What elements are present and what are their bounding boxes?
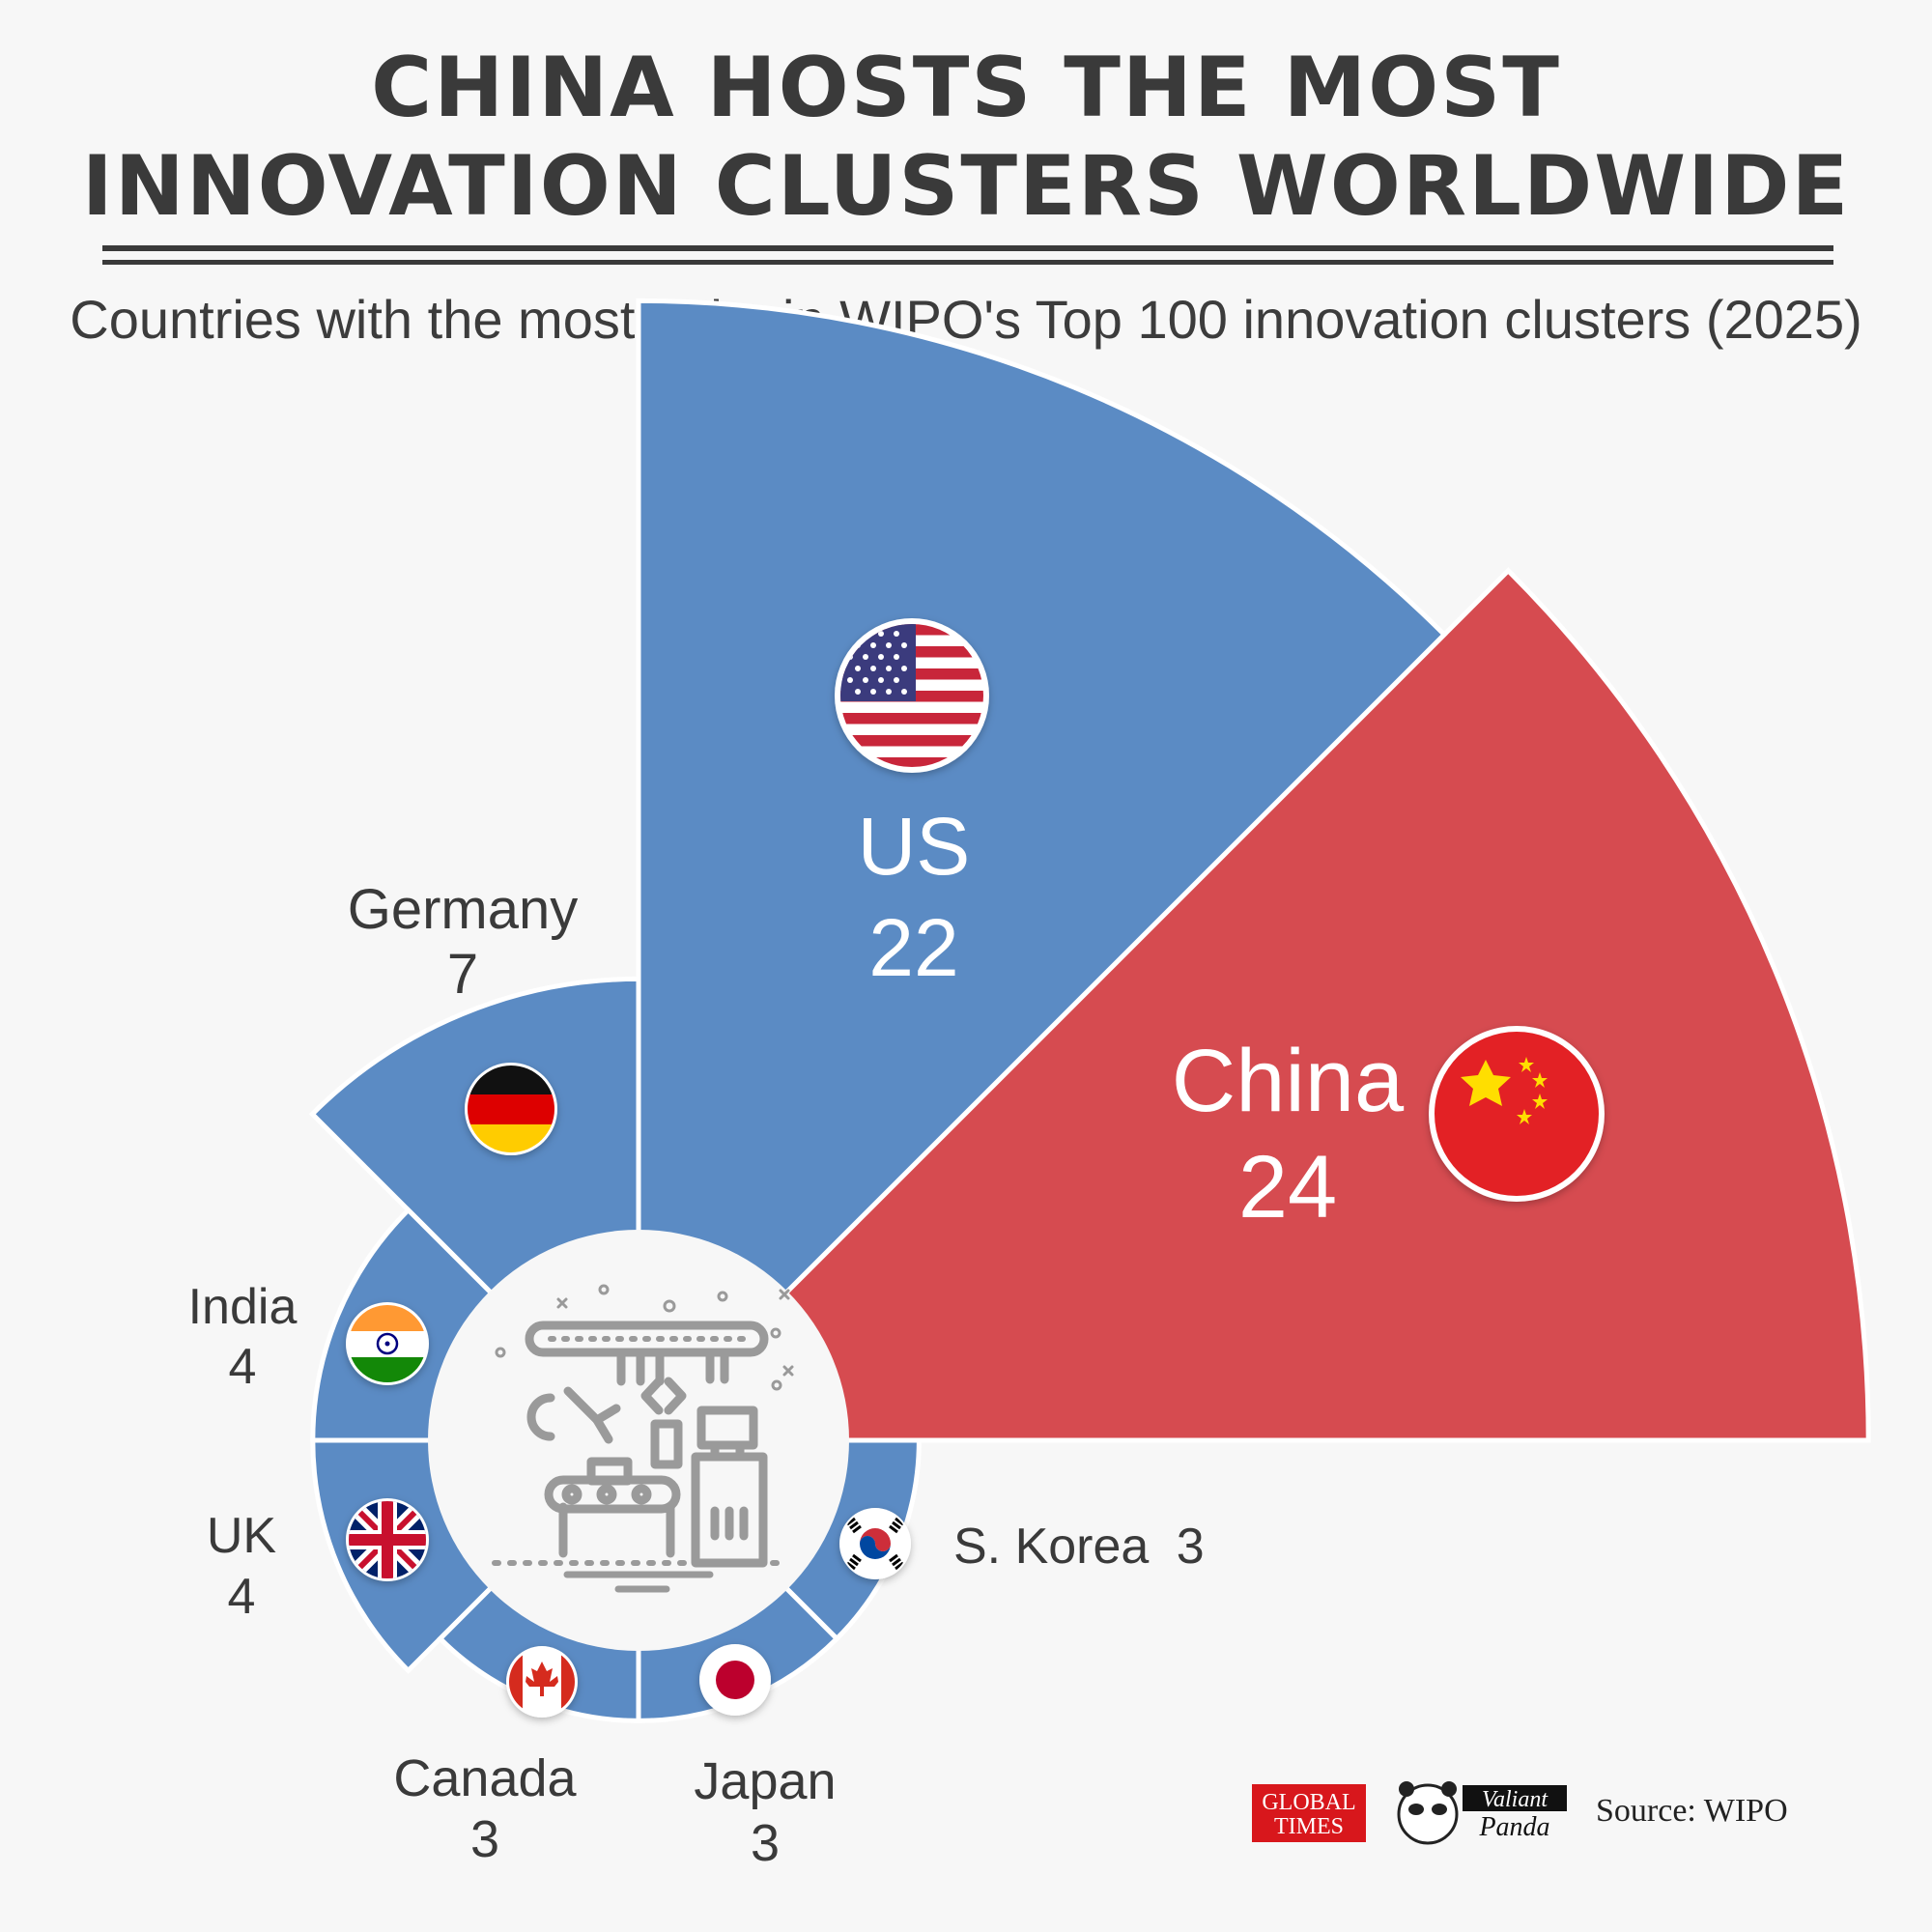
canada-flag-icon xyxy=(506,1646,578,1718)
title-line-2: INNOVATION CLUSTERS WORLDWIDE xyxy=(81,138,1851,235)
south-korea-label: S. Korea 3 xyxy=(953,1519,1205,1575)
south-korea-name-label: S. Korea xyxy=(953,1519,1149,1575)
valiant-panda-logo-line1: Valiant xyxy=(1482,1787,1548,1812)
canada-name-label: Canada xyxy=(393,1749,577,1807)
canada-value-label: 3 xyxy=(470,1810,499,1868)
japan-value-label: 3 xyxy=(751,1814,780,1872)
japan-flag-icon xyxy=(699,1644,771,1716)
germany-name-label: Germany xyxy=(348,878,579,941)
south-korea-value-label: 3 xyxy=(1177,1519,1205,1575)
chart-subtitle: Countries with the most hubs in WIPO's T… xyxy=(70,289,1862,350)
india-value-label: 4 xyxy=(229,1339,257,1395)
title-rule-top xyxy=(102,245,1833,251)
chart-title: CHINA HOSTS THE MOST INNOVATION CLUSTERS… xyxy=(0,39,1932,236)
global-times-logo-line1: GLOBAL xyxy=(1262,1790,1355,1815)
uk-flag-icon xyxy=(346,1498,429,1581)
title-line-1: CHINA HOSTS THE MOST xyxy=(371,40,1561,136)
india-name-label: India xyxy=(188,1279,298,1335)
title-rule-bottom xyxy=(102,260,1833,265)
global-times-logo-line2: TIMES xyxy=(1274,1814,1344,1839)
germany-value-label: 7 xyxy=(447,943,478,1006)
china-name-label: China xyxy=(1172,1032,1405,1130)
south-korea-flag-icon xyxy=(839,1508,911,1579)
us-value-label: 22 xyxy=(868,902,958,993)
uk-name-label: UK xyxy=(207,1508,277,1564)
japan-name-label: Japan xyxy=(694,1752,836,1810)
uk-value-label: 4 xyxy=(228,1569,256,1625)
valiant-panda-logo-line2: Panda xyxy=(1478,1812,1549,1842)
source-note: Source: WIPO xyxy=(1596,1793,1788,1829)
global-times-logo: GLOBAL TIMES xyxy=(1252,1784,1366,1842)
china-flag-icon xyxy=(1429,1026,1605,1202)
valiant-panda-logo: Valiant Panda xyxy=(1397,1781,1567,1845)
china-value-label: 24 xyxy=(1238,1138,1337,1236)
factory-robot-icon xyxy=(492,1284,794,1593)
us-flag-icon xyxy=(835,618,989,773)
us-name-label: US xyxy=(858,801,971,892)
